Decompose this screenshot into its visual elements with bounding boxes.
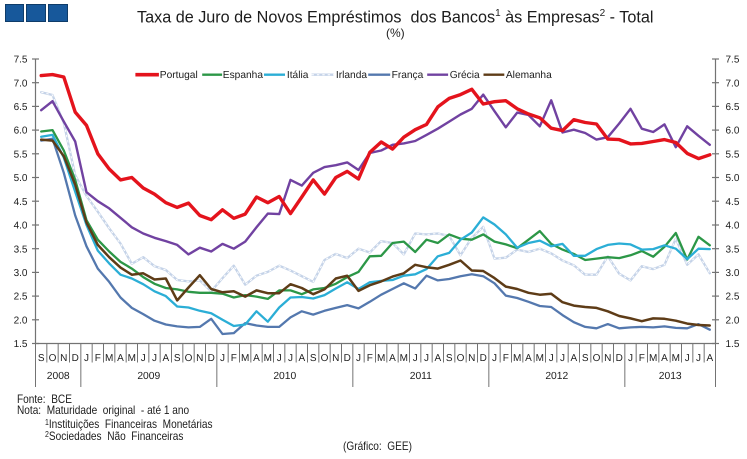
svg-text:3.5: 3.5	[14, 244, 28, 255]
svg-text:J: J	[424, 353, 429, 364]
svg-text:Irlanda: Irlanda	[336, 70, 367, 81]
svg-text:2008: 2008	[47, 371, 70, 382]
svg-text:M: M	[649, 353, 657, 364]
svg-text:A: A	[661, 353, 668, 364]
svg-text:A: A	[525, 353, 532, 364]
svg-text:M: M	[264, 353, 272, 364]
svg-text:O: O	[321, 353, 329, 364]
svg-text:M: M	[513, 353, 521, 364]
svg-text:7.0: 7.0	[726, 78, 740, 89]
svg-text:4.0: 4.0	[14, 221, 28, 232]
svg-text:N: N	[332, 353, 339, 364]
svg-text:O: O	[49, 353, 57, 364]
svg-text:França: França	[392, 70, 424, 81]
svg-text:N: N	[196, 353, 203, 364]
svg-text:2.5: 2.5	[14, 292, 28, 303]
svg-text:Grécia: Grécia	[450, 70, 480, 81]
svg-text:A: A	[570, 353, 577, 364]
svg-text:J: J	[277, 353, 282, 364]
svg-text:Alemanha: Alemanha	[506, 70, 552, 81]
svg-text:A: A	[298, 353, 305, 364]
svg-text:6.0: 6.0	[14, 126, 28, 137]
svg-text:J: J	[356, 353, 361, 364]
svg-text:J: J	[141, 353, 146, 364]
svg-text:F: F	[639, 353, 645, 364]
svg-text:M: M	[241, 353, 249, 364]
svg-text:2013: 2013	[659, 371, 682, 382]
svg-text:A: A	[162, 353, 169, 364]
svg-text:A: A	[117, 353, 124, 364]
svg-text:3.5: 3.5	[726, 244, 740, 255]
svg-text:A: A	[389, 353, 396, 364]
svg-text:4.5: 4.5	[14, 197, 28, 208]
svg-text:Portugal: Portugal	[160, 70, 198, 81]
svg-text:2009: 2009	[137, 371, 160, 382]
svg-text:N: N	[60, 353, 67, 364]
svg-text:M: M	[400, 353, 408, 364]
svg-text:O: O	[185, 353, 193, 364]
svg-text:5.5: 5.5	[726, 149, 740, 160]
svg-text:J: J	[220, 353, 225, 364]
svg-text:S: S	[582, 353, 589, 364]
svg-text:S: S	[38, 353, 45, 364]
svg-text:Espanha: Espanha	[223, 70, 264, 81]
svg-text:6.5: 6.5	[14, 102, 28, 113]
svg-text:2011: 2011	[410, 371, 432, 382]
svg-text:F: F	[231, 353, 237, 364]
svg-text:J: J	[549, 353, 554, 364]
svg-text:F: F	[367, 353, 373, 364]
svg-text:J: J	[152, 353, 157, 364]
svg-text:D: D	[72, 353, 79, 364]
svg-text:N: N	[604, 353, 611, 364]
svg-text:A: A	[434, 353, 441, 364]
svg-text:O: O	[457, 353, 465, 364]
svg-text:5.0: 5.0	[726, 173, 740, 184]
svg-text:D: D	[344, 353, 351, 364]
svg-text:J: J	[492, 353, 497, 364]
svg-text:6.0: 6.0	[726, 126, 740, 137]
svg-text:J: J	[560, 353, 565, 364]
svg-text:D: D	[616, 353, 623, 364]
svg-text:D: D	[208, 353, 215, 364]
svg-text:J: J	[628, 353, 633, 364]
svg-text:S: S	[446, 353, 453, 364]
svg-text:2.0: 2.0	[14, 315, 28, 326]
svg-text:3.0: 3.0	[14, 268, 28, 279]
svg-text:M: M	[672, 353, 680, 364]
svg-text:1.5: 1.5	[14, 339, 28, 350]
svg-text:J: J	[288, 353, 293, 364]
svg-text:4.5: 4.5	[726, 197, 740, 208]
svg-text:S: S	[174, 353, 181, 364]
svg-text:2012: 2012	[545, 371, 568, 382]
svg-text:M: M	[536, 353, 544, 364]
svg-text:O: O	[593, 353, 601, 364]
svg-text:2.5: 2.5	[726, 292, 740, 303]
svg-text:M: M	[377, 353, 385, 364]
svg-text:D: D	[480, 353, 487, 364]
svg-text:7.5: 7.5	[14, 55, 28, 66]
svg-text:A: A	[706, 353, 713, 364]
svg-text:Itália: Itália	[287, 70, 309, 81]
svg-text:7.0: 7.0	[14, 78, 28, 89]
svg-text:J: J	[685, 353, 690, 364]
svg-text:F: F	[95, 353, 101, 364]
svg-text:6.5: 6.5	[726, 102, 740, 113]
svg-text:M: M	[105, 353, 113, 364]
svg-text:5.0: 5.0	[14, 173, 28, 184]
svg-text:4.0: 4.0	[726, 221, 740, 232]
svg-text:3.0: 3.0	[726, 268, 740, 279]
svg-text:2.0: 2.0	[726, 315, 740, 326]
svg-text:2010: 2010	[273, 371, 296, 382]
svg-text:J: J	[84, 353, 89, 364]
svg-text:S: S	[310, 353, 317, 364]
svg-text:N: N	[468, 353, 475, 364]
svg-text:F: F	[503, 353, 509, 364]
svg-text:J: J	[696, 353, 701, 364]
svg-text:J: J	[413, 353, 418, 364]
svg-text:M: M	[128, 353, 136, 364]
svg-text:5.5: 5.5	[14, 149, 28, 160]
svg-text:A: A	[253, 353, 260, 364]
svg-text:1.5: 1.5	[726, 339, 740, 350]
svg-text:7.5: 7.5	[726, 55, 740, 66]
